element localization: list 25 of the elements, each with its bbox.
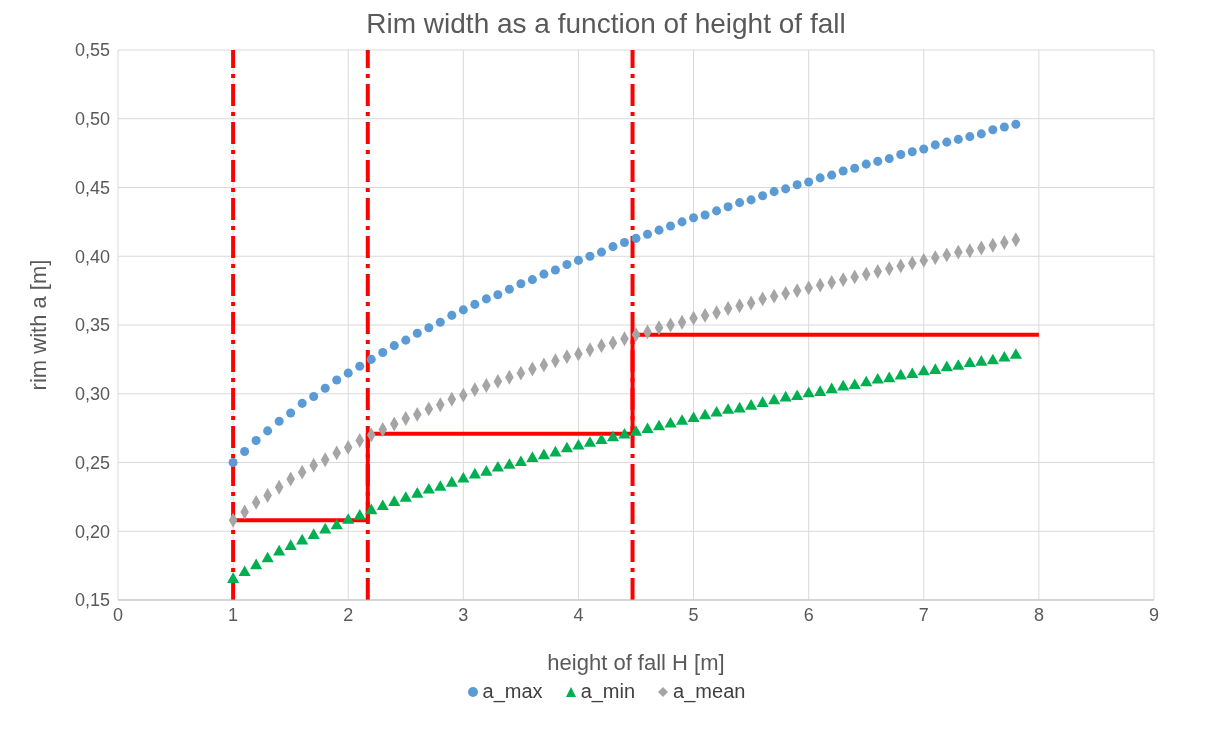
x-tick-label: 9: [1148, 604, 1160, 625]
y-tick-label: 0,15: [74, 590, 110, 611]
legend-label: a_mean: [673, 680, 746, 703]
x-tick-label: 4: [573, 604, 584, 625]
y-axis-title: rim with a [m]: [25, 259, 51, 391]
y-tick-label: 0,25: [74, 452, 110, 473]
y-tick-label: 0,20: [74, 521, 110, 542]
y-tick-label: 0,35: [74, 315, 110, 336]
chart-title: Rim width as a function of height of fall: [365, 8, 847, 40]
x-tick-label: 7: [918, 604, 929, 625]
y-tick-label: 0,40: [74, 246, 110, 267]
y-tick-label: 0,50: [74, 109, 110, 130]
y-tick-label: 0,55: [74, 40, 110, 61]
x-axis-title: height of fall H [m]: [547, 650, 725, 675]
legend-label: a_max: [482, 680, 543, 703]
y-tick-label: 0,45: [74, 177, 110, 198]
x-tick-label: 8: [1033, 604, 1044, 625]
x-tick-label: 3: [458, 604, 469, 625]
x-tick-label: 5: [688, 604, 699, 625]
y-tick-label: 0,30: [74, 384, 110, 405]
x-tick-label: 0: [112, 604, 124, 625]
x-tick-label: 1: [228, 604, 239, 625]
x-tick-label: 6: [803, 604, 814, 625]
legend-label: a_min: [580, 680, 636, 703]
x-tick-label: 2: [343, 604, 354, 625]
